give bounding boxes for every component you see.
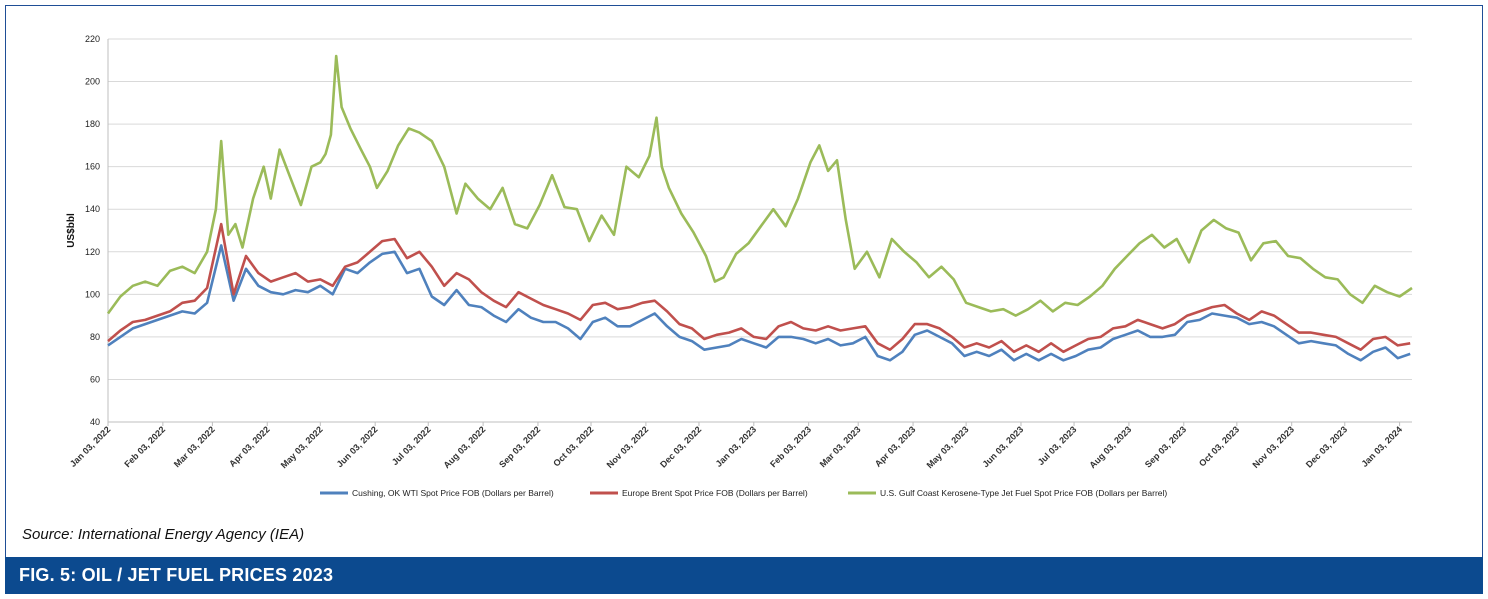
gridlines bbox=[108, 38, 1412, 423]
y-tick-label: 160 bbox=[85, 162, 100, 172]
y-tick-label: 60 bbox=[90, 374, 100, 384]
x-tick-label: Dec 03, 2023 bbox=[1304, 424, 1349, 469]
y-tick-label: 180 bbox=[85, 119, 100, 129]
y-tick-label: 40 bbox=[90, 417, 100, 427]
x-tick-label: Apr 03, 2022 bbox=[227, 424, 272, 469]
x-tick-label: May 03, 2023 bbox=[925, 424, 971, 470]
series-line-2 bbox=[107, 222, 1411, 354]
x-tick-label: Sep 03, 2023 bbox=[1143, 424, 1188, 469]
series-line-3 bbox=[106, 54, 1413, 317]
x-tick-label: Feb 03, 2023 bbox=[768, 424, 813, 469]
x-tick-label: Jan 03, 2023 bbox=[714, 424, 759, 469]
x-tick-label: Jun 03, 2022 bbox=[335, 424, 380, 469]
x-tick-label: Nov 03, 2022 bbox=[605, 424, 651, 470]
x-tick-label: May 03, 2022 bbox=[279, 424, 325, 470]
y-tick-label: 100 bbox=[85, 289, 100, 299]
x-tick-label: Jan 03, 2022 bbox=[68, 424, 113, 469]
x-tick-label: Aug 03, 2023 bbox=[1087, 424, 1133, 470]
x-tick-label: Oct 03, 2023 bbox=[1197, 424, 1241, 468]
legend-label-3: U.S. Gulf Coast Kerosene-Type Jet Fuel S… bbox=[880, 488, 1167, 498]
y-tick-label: 220 bbox=[85, 34, 100, 44]
figure-caption: FIG. 5: OIL / JET FUEL PRICES 2023 bbox=[19, 565, 334, 585]
y-axis-title: US$bbl bbox=[66, 213, 77, 248]
x-tick-label: Jun 03, 2023 bbox=[980, 424, 1025, 469]
x-tick-label: Dec 03, 2022 bbox=[658, 424, 703, 469]
x-tick-label: Apr 03, 2023 bbox=[873, 424, 918, 469]
x-tick-label: Feb 03, 2022 bbox=[122, 424, 167, 469]
x-tick-label: Sep 03, 2022 bbox=[497, 424, 542, 469]
x-tick-label: Mar 03, 2023 bbox=[818, 424, 863, 469]
x-tick-label: Aug 03, 2022 bbox=[442, 424, 488, 470]
x-tick-label: Jul 03, 2023 bbox=[1036, 424, 1079, 467]
series-line-1 bbox=[107, 244, 1411, 362]
line-chart: 40 60 80 100 120 140 160 180 200 220 US$bbl Jan 03,… bbox=[66, 34, 1413, 498]
x-tick-label: Mar 03, 2022 bbox=[172, 424, 217, 469]
y-tick-label: 120 bbox=[85, 247, 100, 257]
y-tick-label: 200 bbox=[85, 77, 100, 87]
x-tick-label: Jul 03, 2022 bbox=[390, 424, 433, 467]
source-note: Source: International Energy Agency (IEA… bbox=[22, 526, 305, 543]
y-tick-label: 80 bbox=[90, 332, 100, 342]
series-lines bbox=[106, 54, 1413, 362]
x-tick-label: Nov 03, 2023 bbox=[1250, 424, 1296, 470]
legend-label-2: Europe Brent Spot Price FOB (Dollars per… bbox=[622, 488, 808, 498]
legend: Cushing, OK WTI Spot Price FOB (Dollars … bbox=[320, 488, 1167, 498]
figure-caption-banner: FIG. 5: OIL / JET FUEL PRICES 2023 bbox=[5, 557, 1483, 594]
x-tick-label: Oct 03, 2022 bbox=[551, 424, 595, 468]
figure-frame bbox=[5, 5, 1483, 557]
legend-label-1: Cushing, OK WTI Spot Price FOB (Dollars … bbox=[352, 488, 554, 498]
y-tick-label: 140 bbox=[85, 204, 100, 214]
x-tick-label: Jan 03, 2024 bbox=[1359, 424, 1404, 469]
